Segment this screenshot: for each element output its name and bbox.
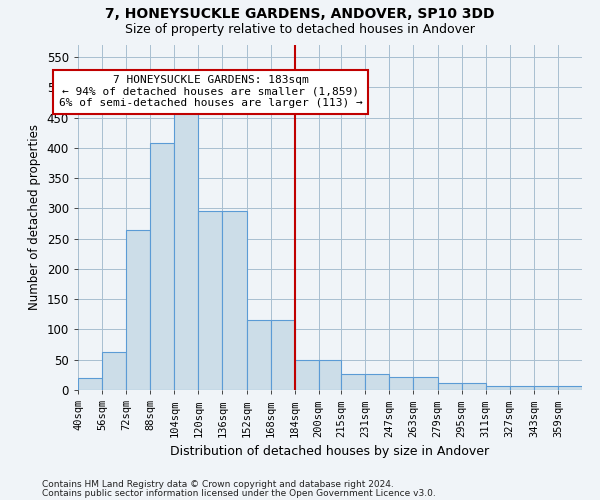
Bar [389, 378, 413, 390]
Bar [413, 378, 437, 390]
Bar [365, 374, 389, 390]
Bar [126, 230, 150, 390]
Bar [341, 374, 365, 390]
Bar [510, 386, 534, 390]
Text: Size of property relative to detached houses in Andover: Size of property relative to detached ho… [125, 22, 475, 36]
Bar [223, 212, 247, 390]
Bar [295, 360, 319, 390]
Bar [558, 386, 582, 390]
Bar [150, 143, 174, 390]
Bar [247, 320, 271, 390]
X-axis label: Distribution of detached houses by size in Andover: Distribution of detached houses by size … [170, 445, 490, 458]
Bar [437, 382, 461, 390]
Text: Contains public sector information licensed under the Open Government Licence v3: Contains public sector information licen… [42, 488, 436, 498]
Bar [102, 352, 126, 390]
Bar [534, 386, 558, 390]
Text: 7, HONEYSUCKLE GARDENS, ANDOVER, SP10 3DD: 7, HONEYSUCKLE GARDENS, ANDOVER, SP10 3D… [105, 8, 495, 22]
Bar [174, 100, 199, 390]
Text: 7 HONEYSUCKLE GARDENS: 183sqm
← 94% of detached houses are smaller (1,859)
6% of: 7 HONEYSUCKLE GARDENS: 183sqm ← 94% of d… [59, 76, 362, 108]
Bar [461, 382, 486, 390]
Bar [319, 360, 341, 390]
Bar [486, 386, 510, 390]
Text: Contains HM Land Registry data © Crown copyright and database right 2024.: Contains HM Land Registry data © Crown c… [42, 480, 394, 489]
Bar [271, 320, 295, 390]
Bar [199, 212, 223, 390]
Bar [78, 378, 102, 390]
Y-axis label: Number of detached properties: Number of detached properties [28, 124, 41, 310]
